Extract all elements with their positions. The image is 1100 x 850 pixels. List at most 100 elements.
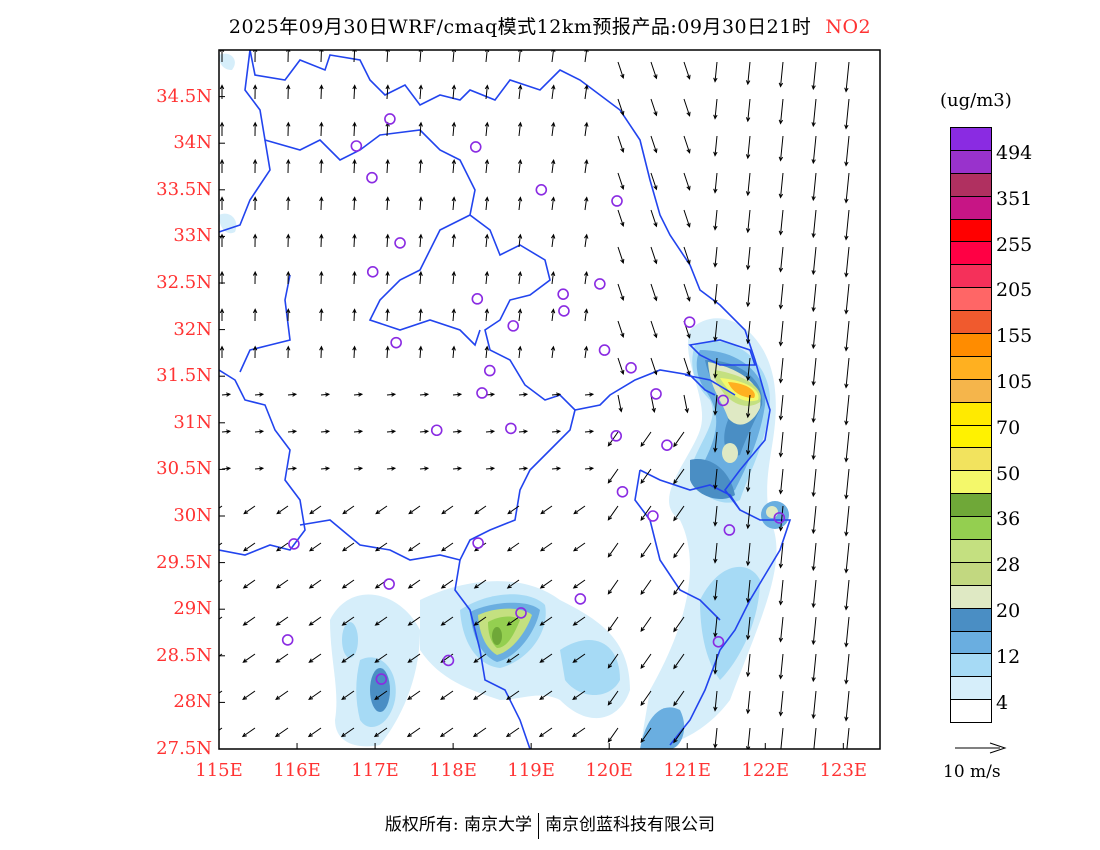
- wind-arrow: [540, 505, 553, 515]
- wind-arrow: [505, 727, 520, 738]
- colorbar-label: 105: [996, 371, 1033, 393]
- wind-arrow: [811, 468, 817, 498]
- wind-arrow: [407, 653, 421, 663]
- wind-arrow: [713, 616, 718, 638]
- wind-arrow: [286, 270, 291, 285]
- map-frame: [218, 49, 881, 750]
- wind-arrow: [419, 429, 430, 434]
- wind-arrow: [640, 616, 652, 633]
- wind-arrow: [745, 98, 751, 123]
- wind-arrow: [713, 320, 718, 342]
- wind-arrow: [439, 727, 454, 738]
- station-marker: [723, 524, 736, 536]
- wind-arrow: [418, 308, 423, 322]
- wind-arrow: [844, 357, 850, 389]
- wind-arrow: [319, 196, 324, 211]
- wind-arrow: [275, 690, 289, 701]
- wind-arrow: [242, 690, 256, 701]
- wind-arrow: [683, 98, 691, 117]
- wind-arrow: [617, 246, 625, 265]
- wind-arrow: [713, 98, 718, 120]
- wind-arrow: [386, 429, 397, 434]
- wind-arrow: [617, 283, 625, 302]
- wind-arrow: [539, 542, 553, 552]
- lat-tick-label: 34N: [173, 132, 212, 154]
- lat-tick-label: 32N: [173, 318, 212, 340]
- station-marker: [616, 485, 629, 498]
- station-marker: [288, 538, 300, 550]
- wind-arrow: [341, 616, 355, 626]
- wind-arrow: [484, 233, 490, 248]
- wind-arrow: [778, 209, 784, 236]
- wind-arrow: [506, 690, 520, 701]
- wind-arrow: [451, 84, 457, 100]
- wind-arrow: [673, 579, 685, 596]
- wind-arrow: [745, 579, 751, 604]
- station-marker: [683, 316, 696, 328]
- wind-arrow: [811, 98, 817, 128]
- wind-arrow: [308, 542, 322, 552]
- wind-arrow: [287, 466, 298, 471]
- wind-arrow: [274, 727, 289, 738]
- station-marker: [430, 424, 443, 437]
- station-marker: [469, 141, 482, 153]
- wind-arrow: [844, 61, 850, 93]
- wind-arrow: [472, 727, 487, 738]
- wind-arrow: [407, 616, 421, 626]
- wind-arrow: [341, 653, 355, 663]
- wind-arrow: [617, 320, 625, 339]
- wind-arrow: [811, 209, 817, 239]
- wind-arrow: [418, 233, 423, 248]
- wind-arrow: [484, 345, 489, 359]
- wind-arrow: [451, 196, 456, 211]
- wind-arrow: [640, 727, 652, 744]
- station-marker: [557, 288, 569, 300]
- colorbar-swatch: [951, 379, 991, 403]
- wind-arrow: [550, 196, 556, 211]
- wind-arrow: [375, 505, 388, 515]
- wind-arrow: [385, 196, 390, 211]
- wind-arrow: [778, 505, 784, 532]
- wind-arrow: [319, 121, 324, 137]
- wind-arrow: [517, 345, 523, 359]
- wind-arrow: [219, 345, 225, 359]
- lat-tick-label: 31.5N: [156, 365, 212, 387]
- lon-tick-label: 122E: [741, 760, 790, 781]
- wind-arrow: [352, 233, 357, 248]
- colorbar-unit: (ug/m3): [940, 90, 1012, 111]
- station-marker: [483, 364, 496, 377]
- wind-arrow: [607, 542, 619, 558]
- wind-arrow: [713, 209, 718, 231]
- wind-arrow: [221, 429, 232, 434]
- wind-arrow: [713, 246, 718, 268]
- station-marker: [661, 439, 673, 451]
- wind-arrow: [650, 135, 658, 154]
- wind-arrow: [241, 727, 256, 738]
- wind-arrow: [778, 320, 784, 347]
- wind-arrow: [650, 172, 658, 191]
- wind-arrow: [745, 394, 751, 419]
- wind-arrow: [341, 542, 355, 552]
- wind-arrow: [584, 233, 589, 248]
- wind-arrow: [550, 233, 556, 248]
- wind-arrow: [474, 505, 487, 515]
- wind-arrow: [308, 616, 322, 626]
- colorbar-swatch: [951, 562, 991, 586]
- wind-arrow: [386, 466, 397, 471]
- wind-arrow: [811, 135, 817, 165]
- station-marker: [650, 388, 662, 400]
- lon-tick-label: 121E: [663, 760, 711, 781]
- wind-arrow: [286, 121, 291, 137]
- wind-arrow: [572, 579, 586, 589]
- wind-arrow: [617, 172, 625, 191]
- wind-arrow: [353, 429, 364, 434]
- wind-arrow: [319, 308, 324, 322]
- wind-arrow: [745, 283, 751, 308]
- wind-arrow: [352, 270, 357, 285]
- wind-arrow: [745, 727, 751, 749]
- wind-arrow: [352, 308, 357, 322]
- wind-arrow: [352, 121, 357, 137]
- station-marker: [594, 278, 606, 290]
- colorbar-swatch: [951, 128, 991, 151]
- lat-tick-label: 28.5N: [156, 644, 212, 666]
